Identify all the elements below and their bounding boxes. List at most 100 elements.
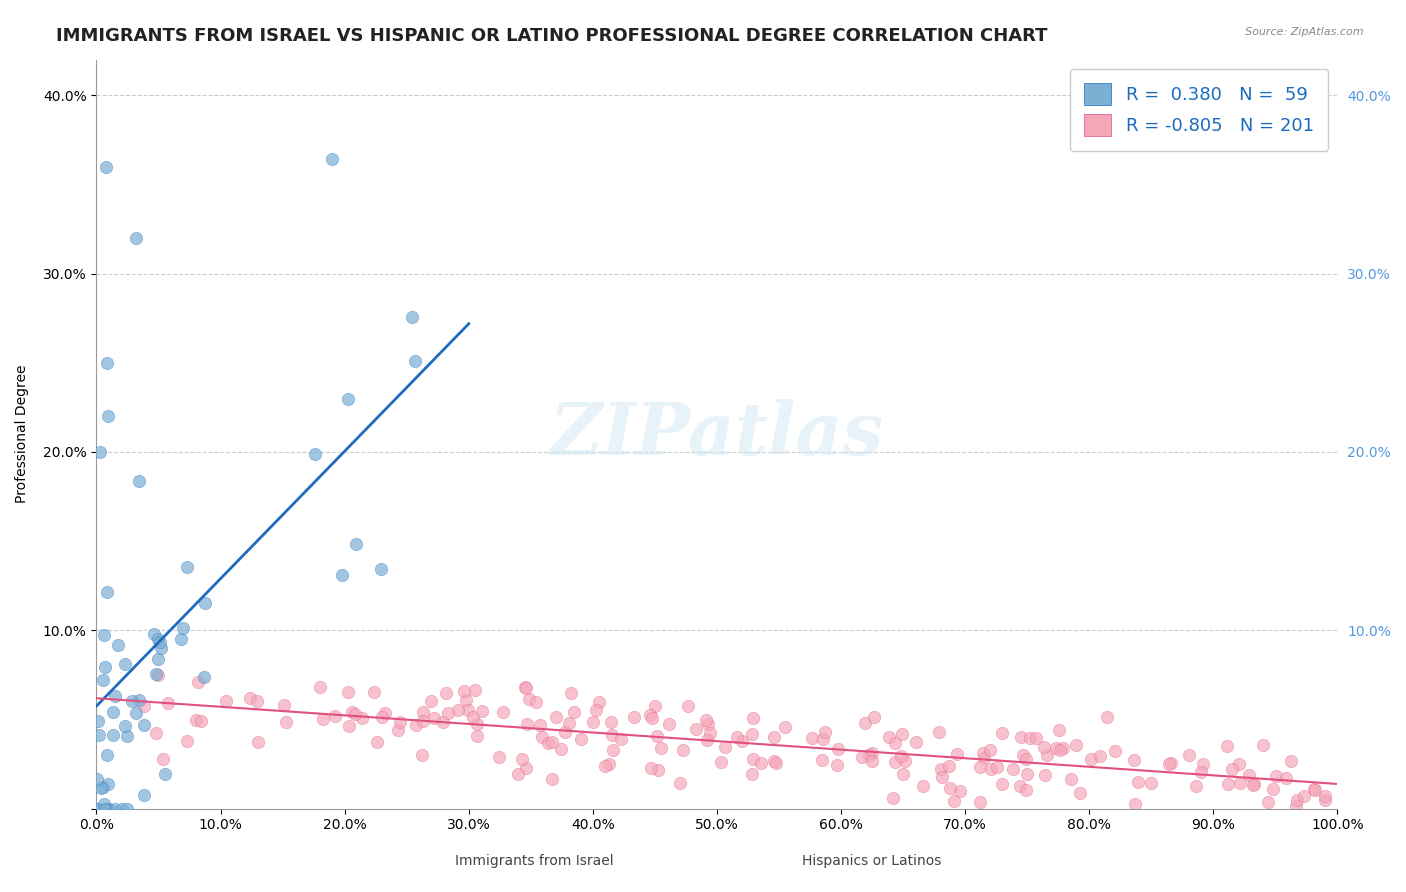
- Point: [339, 718, 361, 732]
- Point: [647, 729, 669, 743]
- Point: [893, 754, 915, 768]
- Point: [506, 767, 529, 781]
- Point: [239, 690, 262, 705]
- Point: [696, 717, 718, 731]
- Point: [825, 757, 848, 772]
- Point: [742, 711, 765, 725]
- Point: [569, 731, 592, 746]
- Point: [437, 706, 460, 720]
- Point: [146, 632, 169, 647]
- Point: [457, 703, 479, 717]
- Point: [725, 730, 748, 744]
- Point: [145, 667, 167, 681]
- Point: [321, 152, 343, 166]
- Point: [741, 727, 763, 741]
- Point: [541, 772, 564, 786]
- Point: [749, 756, 772, 770]
- Point: [194, 596, 217, 610]
- Point: [96, 584, 118, 599]
- Point: [623, 710, 645, 724]
- Point: [853, 716, 876, 731]
- Point: [969, 760, 991, 774]
- Point: [94, 802, 117, 816]
- Point: [340, 705, 363, 719]
- Point: [97, 777, 120, 791]
- Point: [741, 752, 763, 766]
- Point: [1064, 739, 1087, 753]
- Point: [931, 770, 953, 784]
- Point: [912, 779, 935, 793]
- Point: [176, 734, 198, 748]
- Point: [669, 775, 692, 789]
- Point: [96, 802, 118, 816]
- Point: [641, 711, 664, 725]
- Point: [245, 694, 267, 708]
- Point: [193, 670, 215, 684]
- Point: [1243, 777, 1265, 791]
- Point: [107, 638, 129, 652]
- Point: [1019, 731, 1042, 745]
- Point: [883, 755, 905, 769]
- Point: [1045, 741, 1067, 756]
- Text: Immigrants from Israel: Immigrants from Israel: [456, 855, 613, 868]
- Point: [1160, 756, 1182, 770]
- Point: [554, 725, 576, 739]
- Point: [170, 632, 193, 646]
- Point: [986, 760, 1008, 774]
- Point: [600, 728, 623, 742]
- Text: Source: ZipAtlas.com: Source: ZipAtlas.com: [1246, 27, 1364, 37]
- Point: [877, 731, 900, 745]
- Point: [582, 714, 605, 729]
- Point: [517, 692, 540, 706]
- Point: [125, 231, 148, 245]
- Point: [1229, 775, 1251, 789]
- Point: [741, 767, 763, 781]
- Point: [990, 777, 1012, 791]
- Point: [1049, 743, 1071, 757]
- Point: [121, 694, 143, 708]
- Point: [851, 749, 873, 764]
- Point: [1275, 771, 1298, 785]
- Point: [1126, 775, 1149, 789]
- Point: [650, 740, 672, 755]
- Point: [1047, 723, 1070, 737]
- Point: [104, 802, 127, 816]
- Text: Hispanics or Latinos: Hispanics or Latinos: [801, 855, 942, 868]
- Point: [1303, 782, 1326, 797]
- Point: [134, 699, 156, 714]
- Point: [387, 723, 409, 737]
- Point: [585, 703, 607, 717]
- Point: [153, 767, 176, 781]
- Point: [647, 763, 669, 777]
- Point: [979, 743, 1001, 757]
- Point: [980, 762, 1002, 776]
- Point: [515, 761, 537, 775]
- Point: [103, 690, 125, 704]
- Point: [274, 714, 297, 729]
- Point: [405, 718, 427, 732]
- Point: [1220, 762, 1243, 776]
- Point: [150, 640, 173, 655]
- Point: [423, 711, 446, 725]
- Point: [454, 693, 477, 707]
- Point: [640, 761, 662, 775]
- Point: [560, 686, 582, 700]
- Point: [600, 715, 623, 730]
- Point: [891, 767, 914, 781]
- Point: [595, 758, 617, 772]
- Point: [453, 684, 475, 698]
- Point: [1313, 789, 1336, 803]
- Point: [537, 736, 560, 750]
- Point: [515, 680, 537, 694]
- Point: [411, 748, 433, 763]
- Point: [142, 626, 165, 640]
- Point: [1125, 797, 1147, 811]
- Point: [330, 567, 353, 582]
- Point: [863, 710, 886, 724]
- Point: [434, 686, 457, 700]
- Point: [1140, 776, 1163, 790]
- Point: [991, 726, 1014, 740]
- Point: [1069, 787, 1091, 801]
- Point: [860, 747, 883, 761]
- Point: [610, 732, 633, 747]
